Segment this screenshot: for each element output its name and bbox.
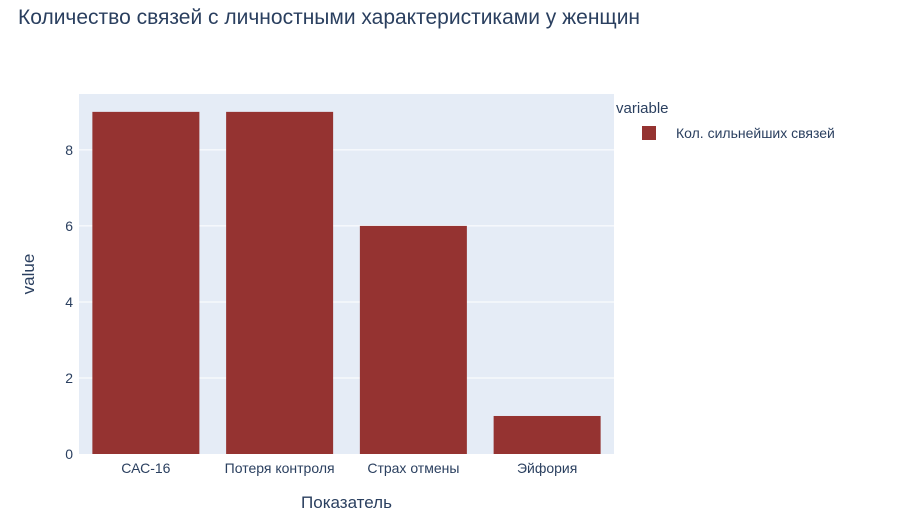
legend-swatch [642, 126, 656, 140]
bar[interactable] [493, 415, 601, 454]
bar[interactable] [92, 111, 200, 455]
y-tick-label: 0 [65, 446, 73, 462]
legend-item[interactable]: Кол. сильнейших связей [642, 125, 835, 141]
legend-item-label: Кол. сильнейших связей [676, 125, 835, 141]
x-axis-label: Показатель [301, 493, 392, 512]
legend: variable Кол. сильнейших связей [616, 100, 835, 141]
bar[interactable] [359, 225, 467, 454]
legend-title: variable [616, 100, 669, 117]
x-tick-label: Эйфория [517, 460, 577, 476]
chart-title: Количество связей с личностными характер… [18, 6, 641, 29]
y-tick-label: 8 [65, 142, 73, 158]
y-tick-label: 6 [65, 218, 73, 234]
x-tick-label: Страх отмены [367, 460, 459, 476]
x-tick-label: САС-16 [121, 460, 170, 476]
y-axis-ticks: 0 2 4 6 8 [65, 142, 73, 462]
bars [92, 111, 601, 455]
y-axis-label: value [19, 254, 38, 295]
bar[interactable] [226, 111, 334, 455]
y-tick-label: 2 [65, 370, 73, 386]
x-tick-label: Потеря контроля [225, 460, 335, 476]
y-tick-label: 4 [65, 294, 73, 310]
x-axis-ticks: САС-16 Потеря контроля Страх отмены Эйфория [121, 460, 577, 476]
